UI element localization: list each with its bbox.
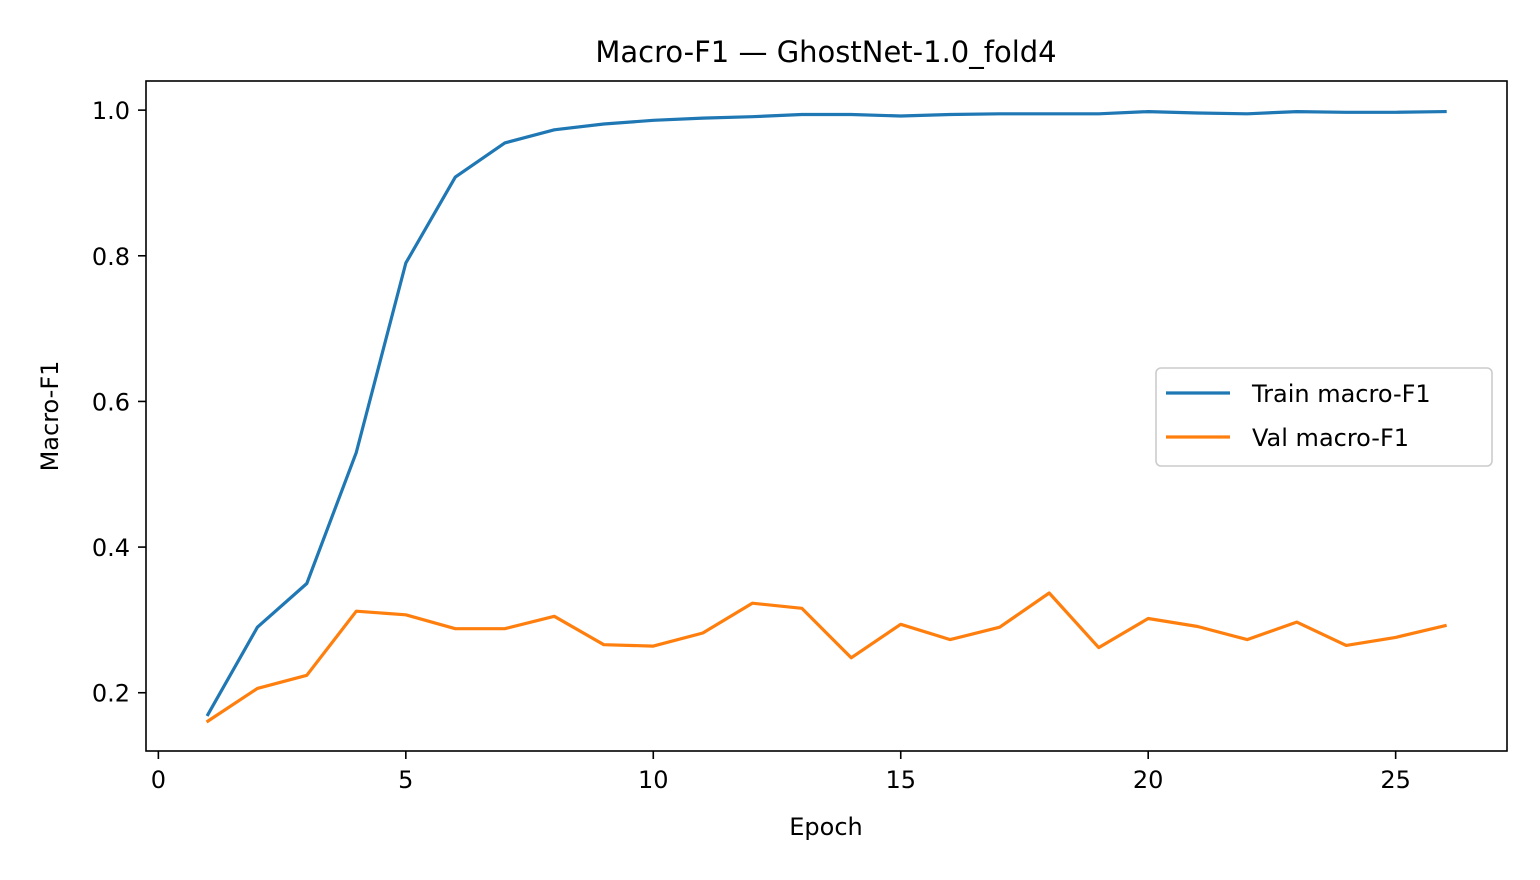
x-tick-label: 0: [151, 766, 166, 794]
legend: Train macro-F1 Val macro-F1: [1155, 367, 1493, 467]
y-tick-label: 0.6: [92, 388, 130, 416]
y-axis-label: Macro-F1: [36, 361, 64, 472]
y-tick-label: 0.8: [92, 243, 130, 271]
x-axis: 0 5 10 15 20 25: [151, 751, 1411, 794]
y-tick-label: 0.2: [92, 680, 130, 708]
x-tick-label: 25: [1380, 766, 1411, 794]
y-tick-label: 1.0: [92, 97, 130, 125]
x-tick-label: 20: [1133, 766, 1164, 794]
legend-label-val: Val macro-F1: [1252, 424, 1409, 452]
series-layer: [205, 109, 1448, 724]
legend-label-train: Train macro-F1: [1251, 380, 1431, 408]
plot-frame: [145, 80, 1508, 752]
legend-box: [1155, 367, 1493, 467]
x-tick-label: 15: [885, 766, 916, 794]
x-tick-label: 5: [398, 766, 413, 794]
x-axis-label: Epoch: [789, 813, 863, 841]
train-macro-f1-line: [205, 109, 1447, 717]
chart-title: Macro-F1 — GhostNet-1.0_fold4: [595, 35, 1056, 69]
val-macro-f1-line: [205, 591, 1448, 724]
y-tick-label: 0.4: [92, 534, 130, 562]
y-axis: 0.2 0.4 0.6 0.8 1.0: [92, 97, 146, 708]
x-tick-label: 10: [638, 766, 669, 794]
plot-area: 0 5 10 15 20 25 0.2 0.4 0.6 0.8 1.0: [92, 80, 1508, 794]
